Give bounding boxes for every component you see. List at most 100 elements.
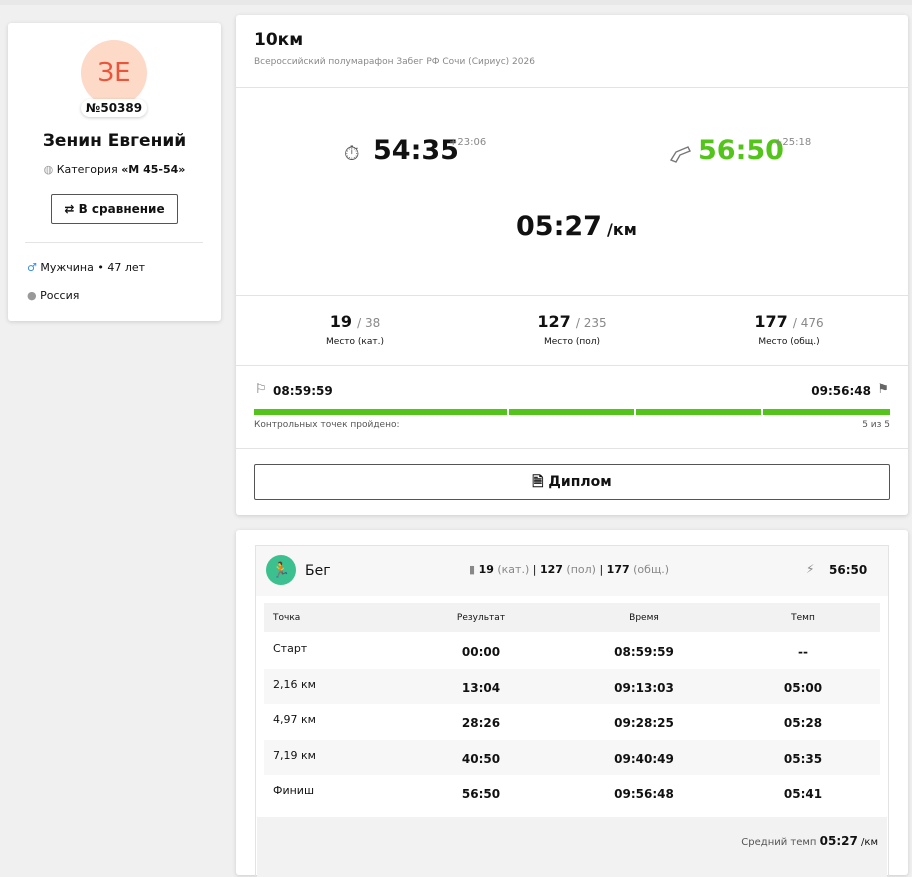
gun-icon [669,146,691,163]
cell: 00:00 [461,645,501,659]
divider [236,365,908,366]
cell: 09:40:49 [614,751,674,766]
sport-name: Бег [305,563,331,579]
column-header: Время [629,613,659,623]
split-place: 19 [478,563,494,576]
progress-bar [254,409,890,415]
cell: 09:13:03 [614,680,674,695]
progress-gap [761,409,763,415]
checkpoints-count: 5 из 5 [862,420,890,430]
progress-gap [634,409,636,415]
cell: 08:59:59 [614,645,674,659]
avg-pace-value: 05:27 [819,834,858,848]
compare-button[interactable]: ⇄ В сравнение [51,194,178,224]
split-time: 56:50 [829,563,868,577]
avg-pace-label: Средний темп [741,837,817,848]
column-header: Результат [456,613,506,623]
place-total: / 38 [357,316,381,330]
start-flag: ⚐ [255,382,267,397]
event-name: Всероссийский полумарафон Забег РФ Сочи … [254,57,535,67]
point-name: Старт [273,642,308,655]
place-label: Место (пол) [543,337,601,347]
distance: 10км [254,30,304,50]
result-card: 10км Всероссийский полумарафон Забег РФ … [236,15,908,515]
point-name: 7,19 км [273,748,316,762]
avg-pace-unit: /км [861,837,878,848]
cell: 09:56:48 [614,787,674,801]
profile-card: ЗЕ №50389 Зенин Евгений ◍ Категория «М 4… [8,23,221,321]
start-time: 08:59:59 [273,384,333,398]
gun-diff: +25:18 [774,137,812,148]
column-header: Точка [273,613,301,623]
split-place: 177 [606,563,630,576]
divider [236,87,908,88]
country-text: Россия [40,289,80,302]
compare-text: В сравнение [78,202,165,216]
split-place: 127 [539,563,563,576]
finish-flag: ⚑ [877,382,889,397]
bib: №50389 [81,99,147,117]
checkpoints-label: Контрольных точек пройдено: [254,420,400,430]
diploma-button[interactable]: 🗎 Диплом [254,464,890,500]
place-value: 19 [329,312,353,331]
divider [236,295,908,296]
category-label: Категория [56,163,118,176]
pace-value: 05:27 [516,211,602,242]
cell: 40:50 [461,751,501,766]
athlete-name: Зенин Евгений [42,131,187,151]
pace: 05:27 /км [516,211,637,242]
place-value: 127 [537,312,571,331]
cell: -- [798,645,808,659]
split-places: ▮ 19 (кат.) | 127 (пол) | 177 (общ.) [469,563,670,576]
column-header: Темп [791,613,815,623]
split-place-label: (пол) [566,563,596,576]
top-bar [0,0,912,5]
gun-time: 56:50 [698,135,784,166]
splits-header [256,546,888,596]
category: ◍ Категория «М 45-54» [43,163,186,176]
avg-pace: Средний темп 05:27 /км [741,834,878,848]
gender-age: ♂ Мужчина • 47 лет [27,261,146,274]
gun-icon: ⚡ [806,562,815,576]
cell: 09:28:25 [614,716,674,730]
place-line: 127 / 235 [492,312,652,331]
sport-icon: 🏃 [266,555,296,585]
cell: 05:00 [783,680,823,695]
pace-unit: /км [607,220,637,239]
point-name: Финиш [273,784,315,797]
split-place-label: (общ.) [633,563,670,576]
divider [25,242,203,243]
place-total: / 235 [575,316,607,330]
place-total: / 476 [792,316,824,330]
cell: 05:41 [783,787,823,801]
diploma-text: Диплом [548,474,612,490]
cell: 28:26 [461,716,501,730]
divider [236,448,908,449]
place-value: 177 [754,312,788,331]
cell: 56:50 [461,787,501,801]
place-label: Место (кат.) [326,337,384,347]
cell: 13:04 [461,680,501,695]
cell: 05:35 [783,751,823,766]
place-line: 177 / 476 [709,312,869,331]
row-bg [264,739,880,775]
net-diff: +23:06 [449,137,487,148]
cell: 05:28 [783,716,823,730]
category-value: «М 45-54» [121,163,186,176]
place-label: Место (общ.) [758,337,820,347]
table-header [264,603,880,632]
point-name: 2,16 км [273,677,316,691]
row-bg [264,668,880,704]
place: 19 / 38 Место (кат.) [275,312,435,347]
progress-gap [507,409,509,415]
splits-card: 🏃 Бег ▮ 19 (кат.) | 127 (пол) | 177 (общ… [236,530,908,877]
avatar: ЗЕ [81,40,147,106]
place-line: 19 / 38 [275,312,435,331]
point-name: 4,97 км [273,713,316,726]
split-place-label: (кат.) [497,563,530,576]
gender-text: Мужчина • 47 лет [40,261,146,274]
place: 127 / 235 Место (пол) [492,312,652,347]
stopwatch-icon: ⏱ [344,141,360,165]
finish-time: 09:56:48 [811,384,871,398]
